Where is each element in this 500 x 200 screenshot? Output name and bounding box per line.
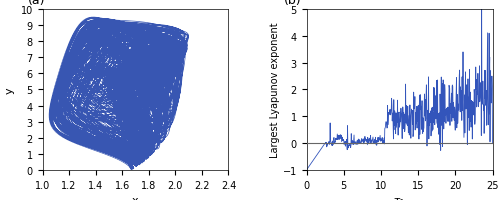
Text: (a): (a) [28, 0, 45, 7]
Y-axis label: y: y [5, 87, 15, 93]
Y-axis label: Largest Lyapunov exponent: Largest Lyapunov exponent [270, 23, 280, 157]
X-axis label: τ₁: τ₁ [394, 195, 405, 200]
Text: (b): (b) [284, 0, 302, 7]
X-axis label: x: x [132, 195, 139, 200]
